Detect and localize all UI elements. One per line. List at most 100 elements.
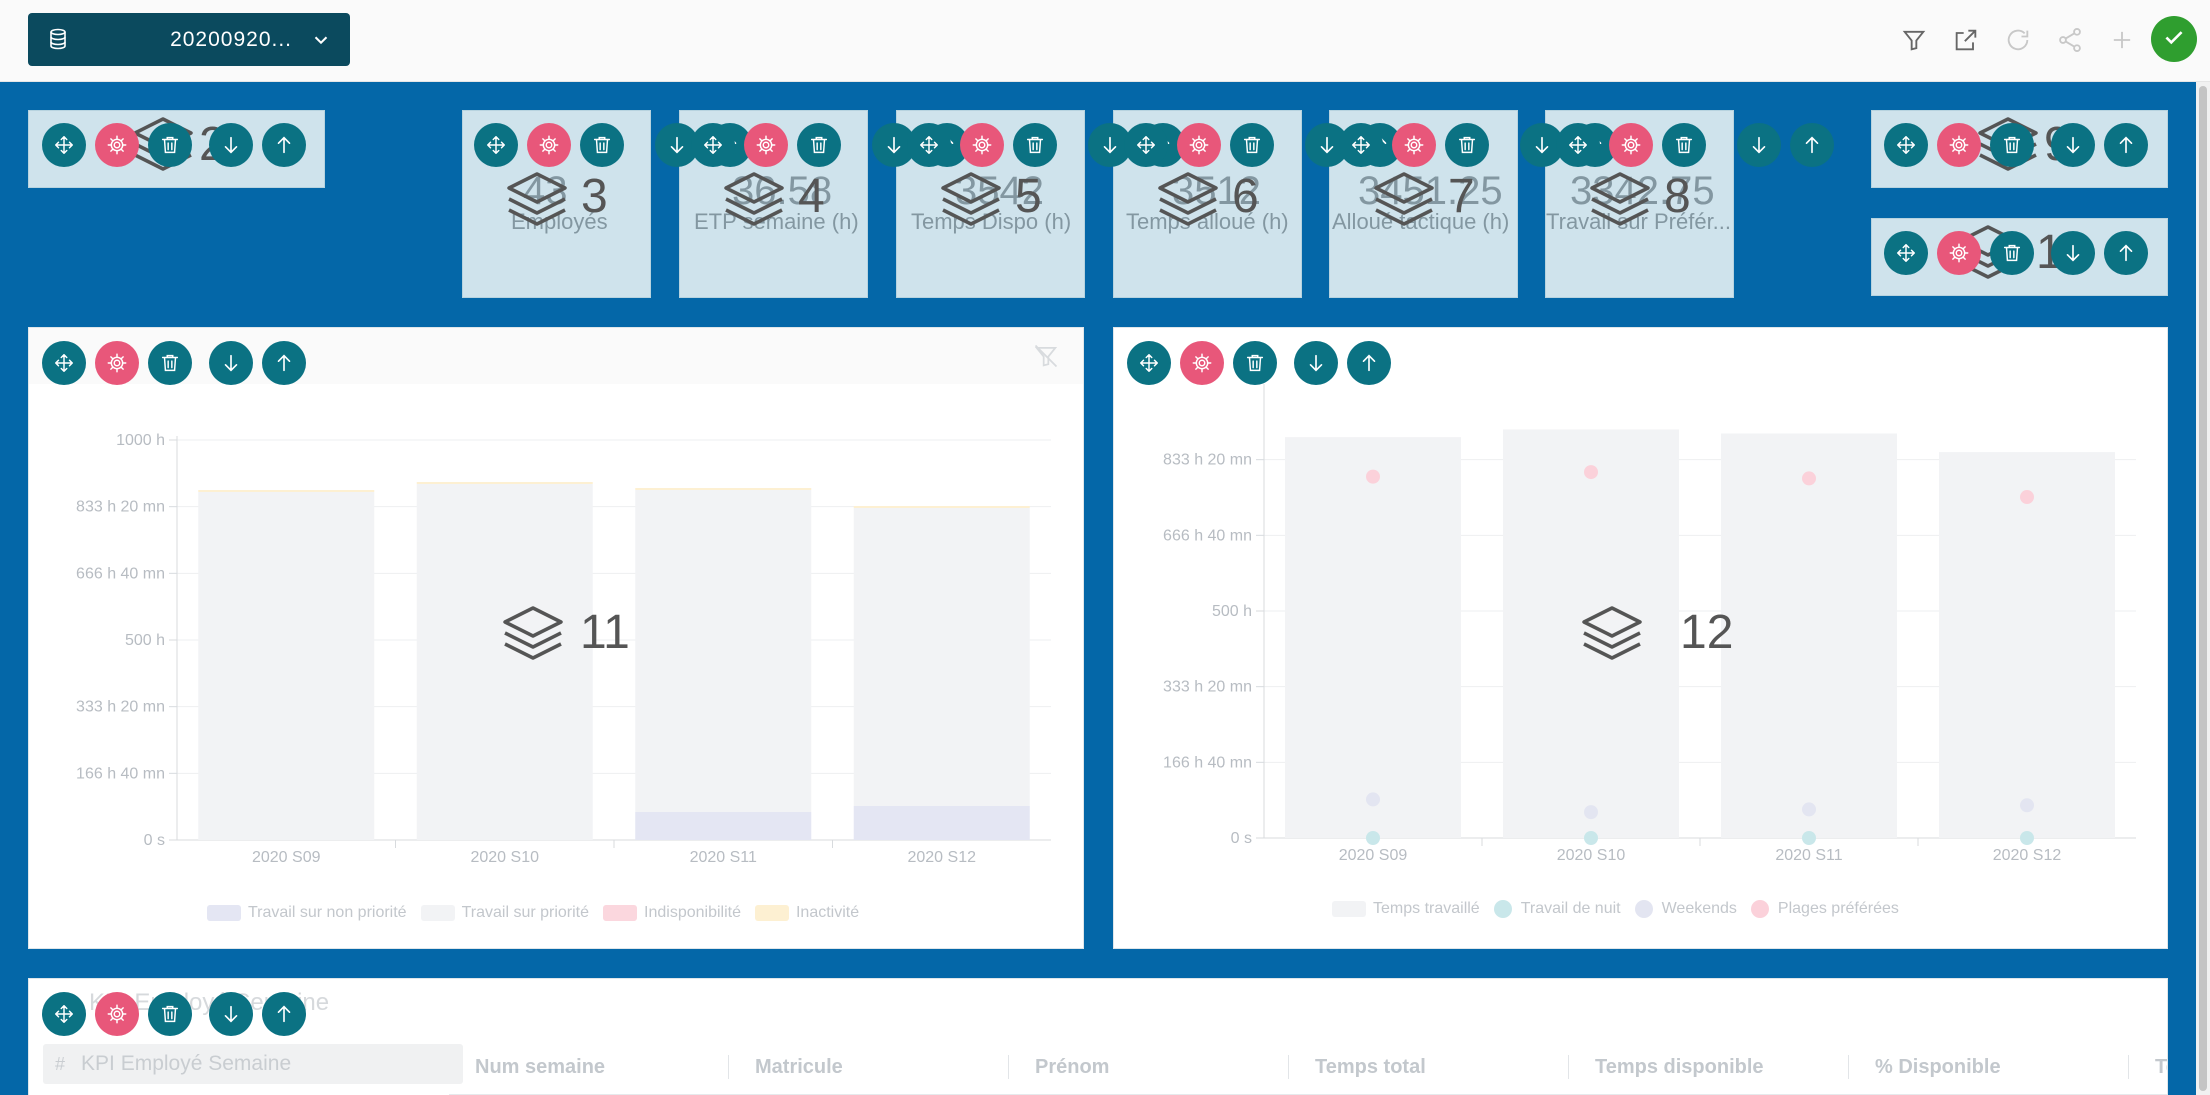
legend-item[interactable]: Inactivité (754, 904, 859, 922)
move-button[interactable] (1884, 231, 1928, 275)
column-header[interactable]: Matricule (729, 1054, 1009, 1079)
x-tick-label: 2020 S11 (690, 849, 757, 866)
bar-segment (853, 806, 1030, 840)
move-button[interactable] (1127, 341, 1171, 385)
move-button[interactable] (1339, 123, 1383, 167)
legend-item[interactable]: Temps travaillé (1332, 900, 1480, 918)
move-up-button[interactable] (1347, 341, 1391, 385)
widget-12-chart[interactable]: 0 s 166 h 40 mn 333 h 20 mn 500 h 666 h 40 m… (1113, 327, 2168, 949)
move-up-button[interactable] (262, 123, 306, 167)
delete-button[interactable] (148, 123, 192, 167)
settings-button[interactable] (744, 123, 788, 167)
arrow-down-icon (2062, 134, 2084, 156)
table-search-input[interactable]: # KPI Employé Semaine (43, 1044, 463, 1084)
delete-button[interactable] (148, 341, 192, 385)
vertical-scrollbar[interactable] (2196, 82, 2210, 1095)
move-down-button[interactable] (209, 341, 253, 385)
column-header[interactable]: Temps total (1289, 1054, 1569, 1079)
delete-button[interactable] (580, 123, 624, 167)
settings-button[interactable] (1609, 123, 1653, 167)
column-header[interactable]: Te... (2155, 1055, 2167, 1078)
move-button[interactable] (1884, 123, 1928, 167)
settings-button[interactable] (960, 123, 1004, 167)
move-down-button[interactable] (2051, 231, 2095, 275)
move-button[interactable] (42, 123, 86, 167)
widget-number: 6 (1232, 170, 1259, 223)
legend-label: Weekends (1661, 900, 1737, 917)
confirm-button[interactable] (2151, 16, 2197, 62)
legend-label: Indisponibilité (644, 904, 741, 921)
delete-button[interactable] (1990, 231, 2034, 275)
move-up-button[interactable] (2104, 231, 2148, 275)
plus-icon[interactable] (2108, 26, 2136, 54)
delete-button[interactable] (1233, 341, 1277, 385)
move-button[interactable] (1556, 123, 1600, 167)
column-header[interactable]: Prénom (1009, 1054, 1289, 1079)
filter-icon[interactable] (1900, 26, 1928, 54)
delete-button[interactable] (1990, 123, 2034, 167)
move-down-button[interactable] (1737, 123, 1781, 167)
settings-button[interactable] (1937, 231, 1981, 275)
legend-label: Travail sur priorité (461, 904, 590, 921)
settings-button[interactable] (1937, 123, 1981, 167)
move-up-button[interactable] (2104, 123, 2148, 167)
settings-button[interactable] (95, 123, 139, 167)
external-link-icon[interactable] (1952, 26, 1980, 54)
trash-icon (1673, 134, 1695, 156)
settings-button[interactable] (1392, 123, 1436, 167)
move-down-button[interactable] (1294, 341, 1338, 385)
y-tick-label: 833 h 20 mn (76, 499, 165, 516)
move-button[interactable] (42, 341, 86, 385)
delete-button[interactable] (1230, 123, 1274, 167)
settings-button[interactable] (527, 123, 571, 167)
settings-button[interactable] (1177, 123, 1221, 167)
move-button[interactable] (691, 123, 735, 167)
delete-button[interactable] (1662, 123, 1706, 167)
move-icon (53, 1003, 75, 1025)
refresh-icon[interactable] (2004, 26, 2032, 54)
stacked-bar-chart: 0 s 166 h 40 mn 333 h 20 mn 500 h 666 h 40 m… (29, 328, 1083, 866)
delete-button[interactable] (148, 992, 192, 1036)
bar-segment (198, 492, 375, 840)
move-up-button[interactable] (1790, 123, 1834, 167)
move-icon (702, 134, 724, 156)
legend-label: Travail sur non priorité (248, 904, 407, 921)
scrollbar-thumb[interactable] (2199, 86, 2207, 1091)
legend-item[interactable]: Travail de nuit (1493, 900, 1621, 918)
legend-item[interactable]: Travail sur priorité (420, 904, 590, 922)
settings-icon (755, 134, 777, 156)
datasource-select[interactable]: 20200920... (28, 13, 350, 66)
move-down-button[interactable] (209, 992, 253, 1036)
column-header[interactable]: Num semaine (449, 1054, 729, 1079)
settings-button[interactable] (1180, 341, 1224, 385)
settings-icon (971, 134, 993, 156)
legend-item[interactable]: Indisponibilité (603, 904, 741, 922)
move-button[interactable] (474, 123, 518, 167)
y-tick-label: 0 s (144, 832, 165, 849)
move-up-button[interactable] (262, 341, 306, 385)
legend-item[interactable]: Weekends (1634, 900, 1737, 918)
legend-item[interactable]: Plages préférées (1750, 900, 1899, 918)
settings-button[interactable] (95, 341, 139, 385)
filter-off-icon[interactable] (1032, 342, 1060, 375)
legend-item[interactable]: Travail sur non priorité (207, 904, 407, 922)
move-button[interactable] (42, 992, 86, 1036)
move-down-button[interactable] (209, 123, 253, 167)
delete-button[interactable] (797, 123, 841, 167)
share-icon[interactable] (2056, 26, 2084, 54)
legend-swatch (754, 905, 789, 921)
widget-11-chart[interactable]: 0 s 166 h 40 mn 333 h 20 mn 500 h 666 h 40 m… (28, 327, 1084, 949)
column-header[interactable]: % Disponible (1849, 1054, 2129, 1079)
move-button[interactable] (1124, 123, 1168, 167)
move-icon (1138, 352, 1160, 374)
move-up-button[interactable] (262, 992, 306, 1036)
delete-button[interactable] (1445, 123, 1489, 167)
data-point (2020, 831, 2034, 845)
chart-header-band (29, 328, 1083, 384)
settings-button[interactable] (95, 992, 139, 1036)
move-button[interactable] (907, 123, 951, 167)
widget-table[interactable]: KPI Employé Semaine # KPI Employé Semain… (28, 978, 2168, 1095)
delete-button[interactable] (1013, 123, 1057, 167)
move-down-button[interactable] (2051, 123, 2095, 167)
column-header[interactable]: Temps disponible (1569, 1054, 1849, 1079)
